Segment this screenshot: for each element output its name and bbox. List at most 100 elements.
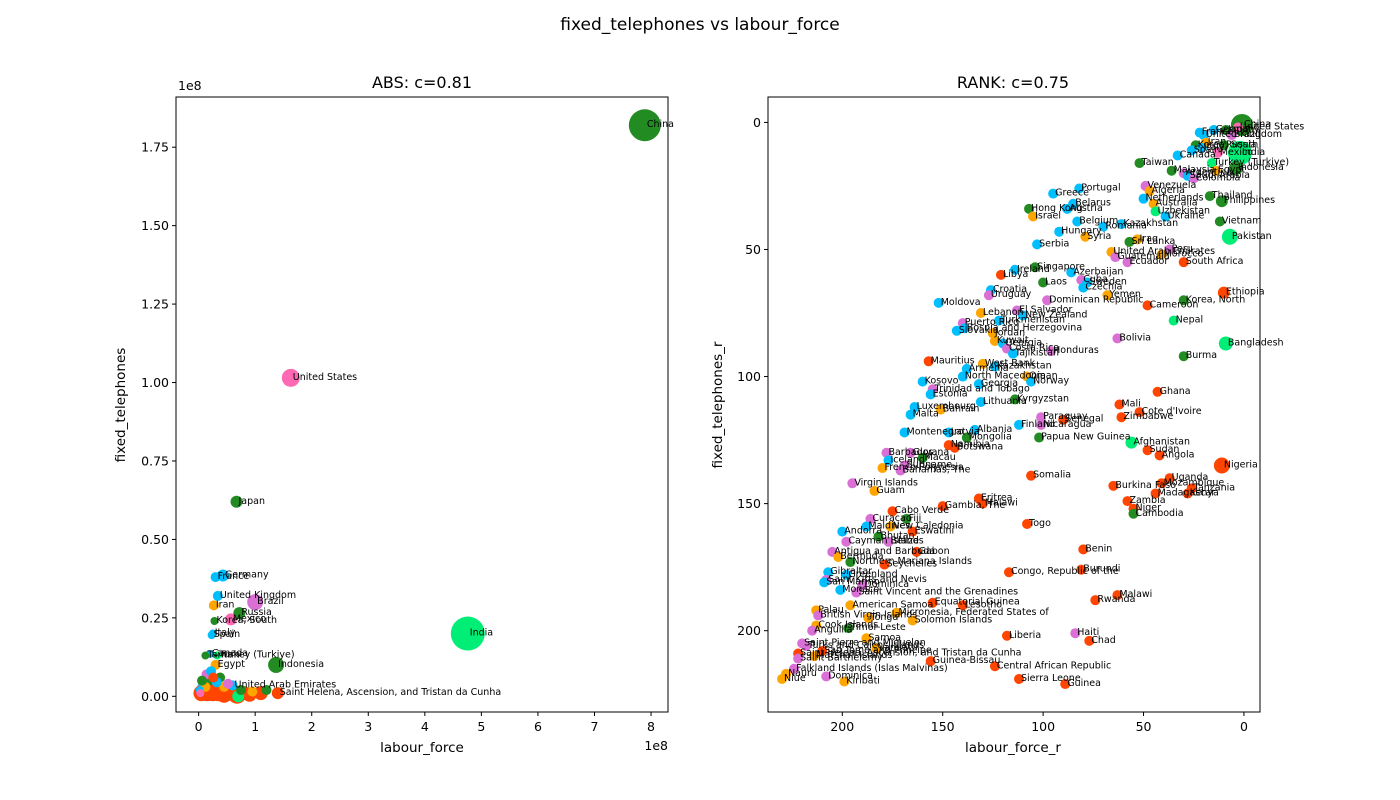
point-label: Algeria	[1152, 185, 1185, 196]
y-tick-label: 0.75	[141, 453, 169, 468]
point-label: Saint Kitts and Nevis	[828, 574, 927, 585]
scatter-point	[835, 585, 846, 596]
scatter-point	[1212, 147, 1223, 158]
point-label: Palau	[818, 604, 844, 615]
scatter-point	[1218, 140, 1229, 151]
point-label: Sweden	[1089, 277, 1127, 288]
scatter-point	[1036, 419, 1047, 430]
point-label: Japan	[1227, 124, 1255, 135]
point-label: Lesotho	[965, 599, 1002, 610]
point-label: Vanuatu	[878, 642, 917, 653]
point-label: United States	[1240, 121, 1304, 132]
point-label: Eritrea	[981, 493, 1013, 504]
point-label: Oman	[1029, 371, 1058, 382]
point-label: Dominica	[828, 670, 873, 681]
scatter-point	[1218, 336, 1233, 351]
y-tick-label: 0.00	[141, 689, 169, 704]
scatter-point	[957, 600, 968, 611]
rank-y-axis-label: fixed_telephones_r	[710, 341, 726, 468]
scatter-point	[224, 613, 237, 626]
scatter-point	[793, 653, 804, 664]
scatter-point	[943, 427, 954, 438]
scatter-point	[959, 323, 970, 334]
scatter-point	[927, 597, 938, 608]
point-label: Syria	[1087, 231, 1111, 242]
point-label: Monaco	[842, 584, 879, 595]
abs-point-labels: China United States Japan India GermanyFranc…	[206, 119, 674, 698]
point-label: Singapore	[1037, 261, 1085, 272]
scatter-point	[628, 109, 661, 142]
point-label: Mali	[1121, 399, 1140, 410]
scatter-point	[881, 447, 892, 458]
point-label: Italy	[1204, 142, 1225, 153]
point-label: Sudan	[1150, 444, 1180, 455]
rank-axes-frame	[767, 96, 1261, 713]
point-label: Paraguay	[1043, 411, 1088, 422]
point-label: Pakistan	[1232, 231, 1272, 242]
point-label: Dominica	[864, 579, 909, 590]
point-label: Yemen	[1108, 289, 1141, 300]
point-label: United Kingdom	[1206, 129, 1282, 140]
point-label: Azerbaijan	[1073, 266, 1123, 277]
abs-x-axis-label: labour_force	[380, 740, 464, 756]
scatter-point	[1132, 234, 1143, 245]
scatter-point	[911, 546, 922, 557]
scatter-point	[210, 572, 221, 583]
scatter-point	[891, 607, 902, 618]
point-label: Ukraine	[1168, 210, 1205, 221]
scatter-point	[839, 676, 850, 687]
scatter-point	[1208, 125, 1219, 136]
point-label: Lebanon	[983, 307, 1024, 318]
point-label: Gabon	[919, 546, 950, 557]
scatter-point	[969, 424, 980, 435]
point-label: Turkmenistan	[1000, 315, 1065, 326]
x-tick-label: 4	[421, 719, 429, 734]
scatter-point	[1125, 436, 1138, 449]
scatter-point	[961, 363, 972, 374]
scatter-point	[1058, 414, 1069, 425]
scatter-point	[207, 631, 216, 640]
abs-y-offset-text: 1e8	[178, 78, 202, 93]
scatter-point	[871, 643, 882, 654]
y-tick-label: 50	[745, 242, 761, 257]
point-label: Equatorial Guinea	[935, 597, 1020, 608]
scatter-point	[1148, 198, 1159, 209]
scatter-point	[937, 501, 948, 512]
point-label: Belize	[890, 536, 919, 547]
scatter-point	[821, 671, 832, 682]
scatter-point	[1204, 191, 1215, 202]
scatter-point	[957, 371, 968, 382]
scatter-point	[917, 452, 928, 463]
scatter-point	[925, 656, 936, 667]
point-label: Colombia	[1196, 172, 1241, 183]
scatter-point	[845, 557, 856, 568]
point-label: Greece	[1055, 188, 1089, 199]
scatter-point	[450, 616, 485, 651]
x-tick-label: 8	[647, 719, 655, 734]
scatter-point	[1142, 300, 1153, 311]
scatter-point	[1108, 480, 1119, 491]
point-label: Seychelles	[886, 559, 937, 570]
point-label: Cameroon	[1150, 299, 1199, 310]
point-label: Russia	[241, 607, 272, 618]
scatter-point	[1014, 419, 1025, 430]
abs-points	[193, 109, 661, 704]
point-label: Israel	[1035, 210, 1061, 221]
point-label: New Caledonia	[892, 520, 963, 531]
point-label: Germany	[1216, 124, 1260, 135]
scatter-point	[1022, 518, 1033, 529]
point-label: Georgia	[981, 378, 1018, 389]
abs-y-ticks: 0.00 0.25 0.50 0.75 1.00 1.25 1.50 1.75	[141, 140, 176, 704]
point-label: Ireland	[1017, 264, 1050, 275]
scatter-point	[1186, 145, 1197, 156]
scatter-point	[208, 600, 219, 611]
scatter-point	[1194, 127, 1205, 138]
point-label: Marshall Islands	[816, 650, 892, 661]
abs-scatter-panel: ABS: c=0.81 labour_force fixed_telephone…	[113, 73, 674, 756]
point-label: Malaysia	[1174, 165, 1216, 176]
point-label: Tonga	[869, 612, 898, 623]
scatter-point	[1156, 249, 1167, 260]
scatter-point	[1124, 236, 1135, 247]
scatter-point	[1160, 211, 1171, 222]
